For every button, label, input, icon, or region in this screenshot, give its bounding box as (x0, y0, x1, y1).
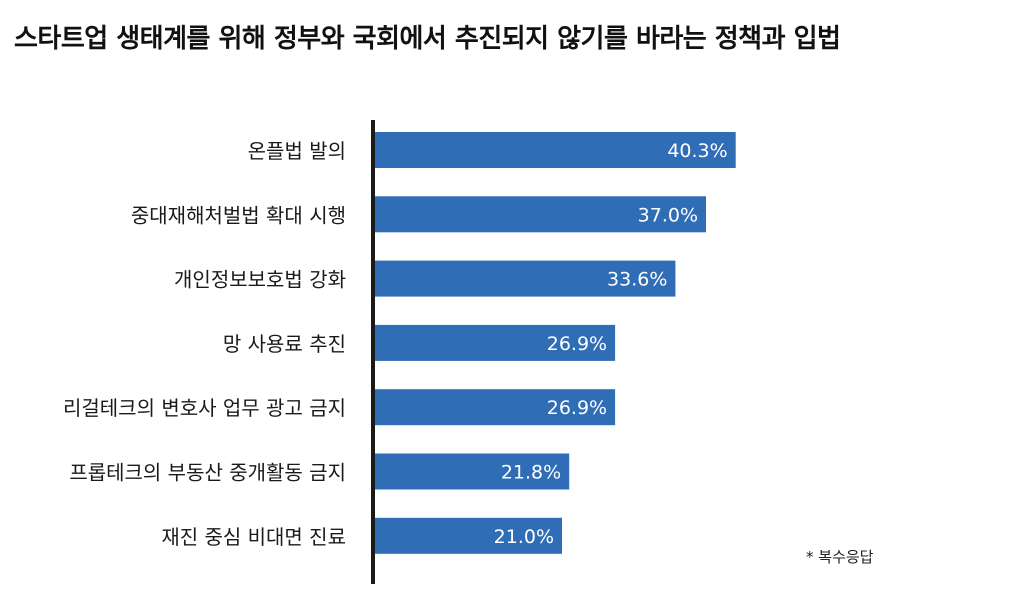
footnote: * 복수응답 (806, 548, 874, 566)
bar-value-label: 37.0% (638, 204, 698, 226)
category-label: 리걸테크의 변호사 업무 광고 금지 (63, 396, 346, 420)
bar (373, 453, 570, 490)
bar (373, 132, 736, 168)
category-label: 재진 중심 비대면 진료 (161, 525, 346, 549)
bars-layer: 40.3% 온플법 발의 37.0% 중대재해처벌법 확대 시행 33.6% 개인정보보호… (63, 132, 736, 554)
bar (373, 260, 676, 297)
bar-value-label: 21.0% (494, 526, 554, 548)
category-label: 망 사용료 추진 (223, 332, 346, 356)
bar (373, 517, 562, 554)
bar (373, 196, 706, 233)
category-label: 중대재해처벌법 확대 시행 (131, 203, 346, 227)
category-label: 프롭테크의 부동산 중개활동 금지 (69, 461, 346, 485)
category-label: 개인정보보호법 강화 (174, 268, 346, 292)
bar (373, 389, 616, 426)
bar (373, 324, 616, 361)
chart-title: 스타트업 생태계를 위해 정부와 국회에서 추진되지 않기를 바라는 정책과 입… (14, 24, 841, 54)
bar-value-label: 21.8% (501, 462, 561, 484)
bar-value-label: 26.9% (547, 333, 607, 355)
bar-value-label: 26.9% (547, 397, 607, 419)
bar-value-label: 33.6% (607, 269, 667, 291)
bar-value-label: 40.3% (667, 140, 727, 162)
category-label: 온플법 발의 (248, 139, 346, 163)
